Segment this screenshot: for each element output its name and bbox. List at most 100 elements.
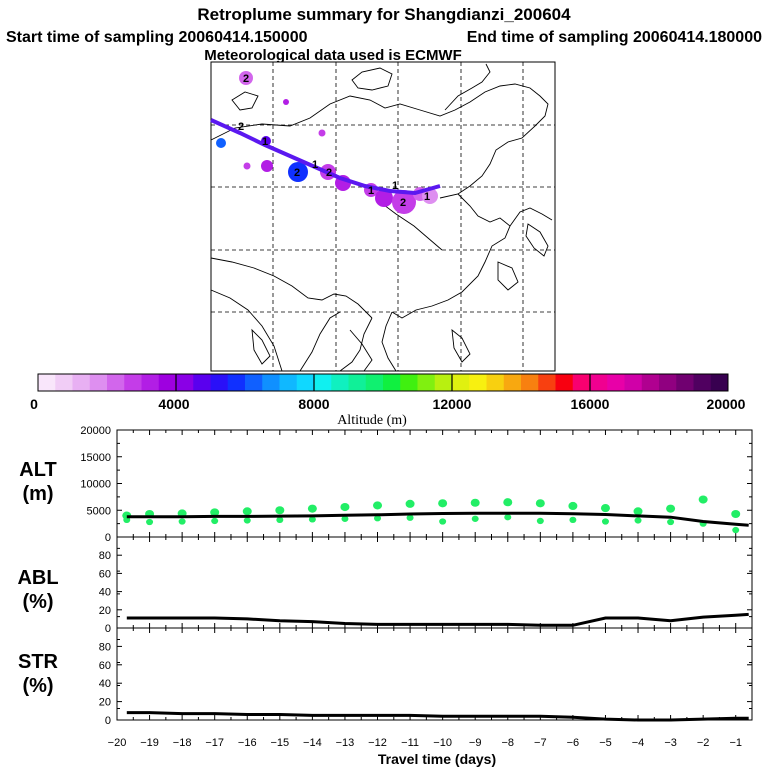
y-tick-label: 40 (99, 587, 111, 599)
colorbar-swatch (572, 374, 591, 391)
altitude-point (307, 504, 317, 513)
altitude-point (374, 515, 382, 522)
colorbar-swatch (503, 374, 522, 391)
colorbar-swatch (245, 374, 263, 391)
altitude-point (666, 504, 676, 513)
x-tick-label: −10 (433, 737, 452, 749)
altitude-point (471, 515, 479, 522)
plume-cluster (288, 162, 308, 182)
colorbar-swatch (624, 374, 643, 391)
map-frame (210, 61, 556, 372)
colorbar-swatch (641, 374, 660, 391)
plume-cluster (392, 190, 416, 214)
plume-label: 1 (262, 136, 268, 148)
x-tick-label: −17 (205, 737, 224, 749)
altitude-mean-line (126, 511, 749, 527)
colorbar-swatch (38, 374, 56, 391)
x-tick-label: −14 (303, 737, 322, 749)
altitude-point (146, 518, 154, 526)
altitude-point (210, 508, 220, 517)
plume-label: 2 (400, 197, 406, 209)
altitude-point (504, 514, 512, 521)
colorbar-swatch (55, 374, 73, 391)
y-tick-label: 80 (99, 550, 111, 562)
colorbar-swatch (521, 374, 539, 391)
colorbar-tick: 16000 (571, 396, 610, 412)
x-tick-label: −7 (534, 737, 547, 749)
str-series-line (126, 711, 749, 722)
met-data-label: Meteorological data used is ECMWF (204, 47, 462, 64)
y-tick-label: 0 (105, 715, 111, 727)
altitude-point (568, 501, 578, 511)
colorbar-swatch (348, 374, 367, 391)
altitude-point (340, 502, 350, 512)
colorbar-tick: 8000 (298, 396, 329, 412)
abl-series-line (126, 612, 749, 627)
y-tick-label: 5000 (87, 505, 111, 517)
plume-cluster (283, 99, 289, 105)
altitude-point (503, 498, 513, 507)
x-tick-labels: −20 −19 −18 −17 −16 −15 −14 −13 −12 −11 −10 −9 −8 −7 −… (108, 737, 742, 749)
y-tick-label: 60 (99, 660, 111, 672)
colorbar-swatch (486, 374, 505, 391)
figure-title: Retroplume summary for Shangdianzi_20060… (197, 5, 571, 24)
plume-cluster (422, 188, 438, 204)
colorbar-swatch (158, 374, 177, 391)
str-panel-label: STR (18, 651, 59, 673)
colorbar-swatch (72, 374, 91, 391)
altitude-point (633, 507, 643, 516)
altitude-point (211, 517, 219, 525)
colorbar-swatch (538, 374, 556, 391)
altitude-point (275, 506, 285, 515)
map-coastlines (210, 63, 553, 372)
altitude-point (242, 507, 252, 516)
colorbar-swatch (452, 374, 470, 391)
y-tick-label: 80 (99, 641, 111, 653)
colorbar-swatch (107, 374, 125, 391)
colorbar-swatch (89, 374, 108, 391)
colorbar-swatch (659, 374, 677, 391)
x-tick-label: −15 (270, 737, 289, 749)
map-gridlines (211, 62, 555, 371)
altitude-point (732, 526, 740, 534)
x-tick-label: −4 (632, 737, 645, 749)
colorbar-swatch (124, 374, 142, 391)
altitude-point (243, 517, 251, 524)
y-tick-label: 20 (99, 605, 111, 617)
y-tick-label: 60 (99, 568, 111, 580)
colorbar-swatch (607, 374, 625, 391)
plume-label: 1 (312, 159, 318, 171)
colorbar-swatch (710, 374, 729, 391)
abl-panel-label: ABL (17, 567, 58, 589)
x-tick-label: −16 (238, 737, 257, 749)
colorbar-swatch (383, 374, 401, 391)
altitude-point (536, 517, 544, 525)
altitude-point (470, 498, 480, 507)
alt-panel-label: ALT (19, 459, 56, 481)
panel-frame (116, 536, 753, 629)
map-panel: 2 2 1 2 1 2 1 1 2 1 (210, 61, 556, 372)
colorbar-swatch (555, 374, 574, 391)
altitude-point (600, 504, 610, 513)
plume-label: 1 (368, 185, 374, 197)
x-tick-label: −6 (567, 737, 580, 749)
altitude-point (698, 495, 708, 504)
colorbar-swatch (193, 374, 211, 391)
colorbar-swatch (227, 374, 246, 391)
str-panel-unit: (%) (22, 675, 53, 697)
x-tick-label: −1 (729, 737, 742, 749)
x-tick-label: −13 (336, 737, 355, 749)
plume-label: 1 (424, 191, 430, 203)
plume-cluster (243, 162, 251, 170)
y-tick-label: 20 (99, 697, 111, 709)
colorbar-tick: 12000 (433, 396, 472, 412)
altitude-point (308, 516, 316, 523)
x-tick-label: −8 (501, 737, 514, 749)
altitude-point (535, 499, 545, 508)
colorbar-tick: 20000 (707, 396, 746, 412)
colorbar-swatch (314, 374, 332, 391)
colorbar-tick: 4000 (158, 396, 189, 412)
altitude-point (341, 515, 349, 522)
colorbar-swatch (210, 374, 229, 391)
colorbar-swatch (176, 374, 194, 391)
